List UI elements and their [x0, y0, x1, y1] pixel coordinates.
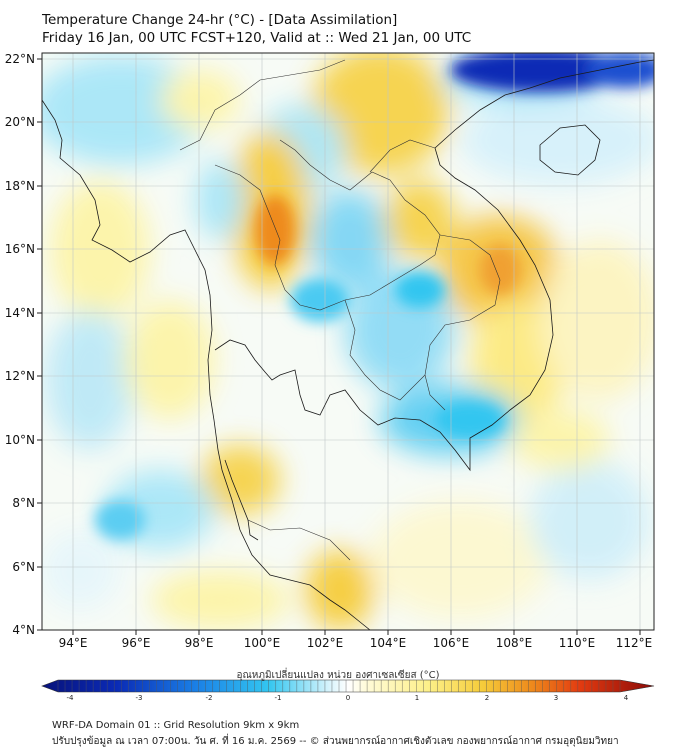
- lon-label: 108°E: [496, 636, 533, 650]
- axis-ticks: [37, 58, 641, 635]
- lat-label: 6°N: [12, 560, 35, 574]
- colorbar-tick-label: 2: [485, 694, 489, 702]
- model-info: WRF-DA Domain 01 :: Grid Resolution 9km …: [52, 720, 300, 731]
- lat-label: 8°N: [12, 496, 35, 510]
- lon-label: 96°E: [122, 636, 151, 650]
- colorbar: -4 -3 -2 -1 0 1 2 3 4: [41, 679, 655, 702]
- longitude-labels: 94°E 96°E 98°E 100°E 102°E 104°E 106°E 1…: [59, 636, 653, 650]
- lon-label: 110°E: [559, 636, 596, 650]
- map-title: Temperature Change 24-hr (°C) - [Data As…: [42, 12, 398, 28]
- colorbar-tick-label: 0: [346, 694, 350, 702]
- colorbar-tick-label: 4: [624, 694, 629, 702]
- lat-label: 18°N: [5, 179, 35, 193]
- lat-label: 4°N: [12, 623, 35, 637]
- lon-label: 106°E: [433, 636, 470, 650]
- lon-label: 98°E: [185, 636, 214, 650]
- colorbar-divisions: [57, 680, 621, 692]
- graticule: [42, 53, 654, 630]
- lat-label: 20°N: [5, 115, 35, 129]
- colorbar-tick-label: -4: [67, 694, 75, 702]
- map-subtitle: Friday 16 Jan, 00 UTC FCST+120, Valid at…: [42, 30, 472, 46]
- colorbar-tick-label: 1: [415, 694, 419, 702]
- colorbar-tick-label: 3: [554, 694, 558, 702]
- lon-label: 100°E: [244, 636, 281, 650]
- lat-label: 10°N: [5, 433, 35, 447]
- lon-label: 102°E: [307, 636, 344, 650]
- colorbar-tick-label: -1: [275, 694, 282, 702]
- latitude-labels: 22°N 20°N 18°N 16°N 14°N 12°N 10°N 8°N 6…: [5, 52, 35, 637]
- lat-label: 14°N: [5, 306, 35, 320]
- lon-label: 112°E: [616, 636, 653, 650]
- lon-label: 104°E: [370, 636, 407, 650]
- colorbar-tick-label: -3: [136, 694, 143, 702]
- temperature-field: [42, 53, 654, 630]
- coastlines: [42, 59, 654, 630]
- lat-label: 16°N: [5, 242, 35, 256]
- borders: [179, 59, 501, 561]
- lon-label: 94°E: [59, 636, 88, 650]
- credit-line: ปรับปรุงข้อมูล ณ เวลา 07:00น. วัน ศ. ที่…: [52, 736, 619, 747]
- colorbar-label: อุณหภูมิเปลี่ยนแปลง หน่วย องศาเซลเซียส (…: [236, 670, 440, 681]
- map-frame: [41, 52, 655, 631]
- lat-label: 22°N: [5, 52, 35, 66]
- colorbar-tick-label: -2: [206, 694, 213, 702]
- lat-label: 12°N: [5, 369, 35, 383]
